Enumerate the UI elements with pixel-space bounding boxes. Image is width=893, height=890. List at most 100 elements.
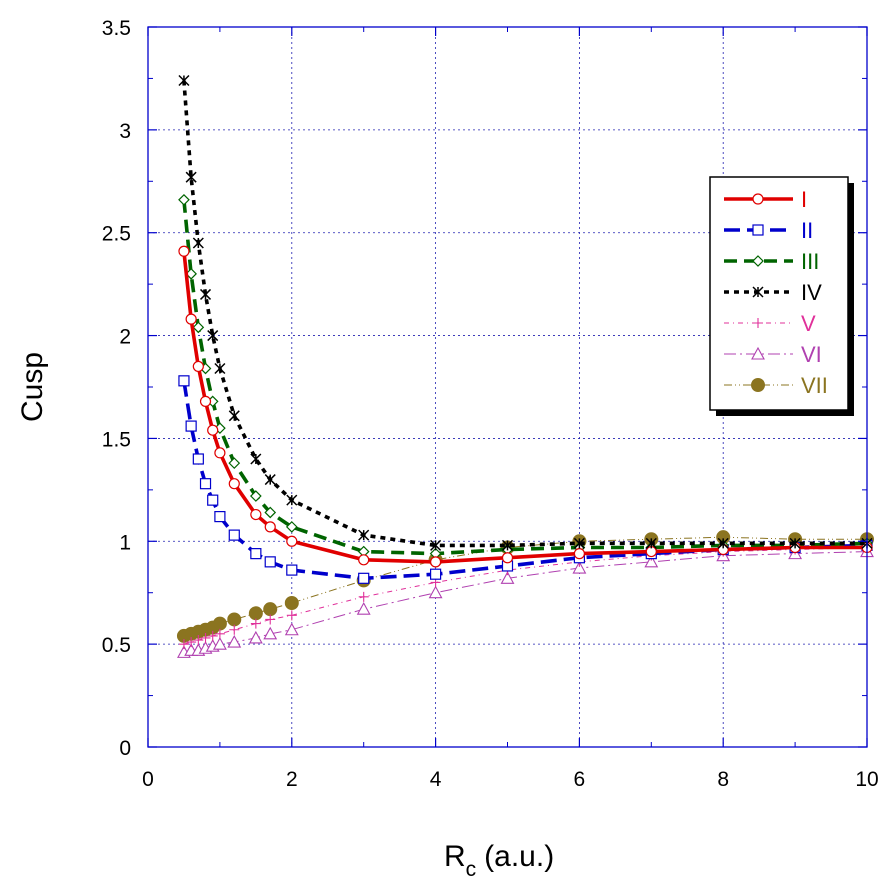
marker-triangle xyxy=(356,602,371,615)
y-tick-label: 0.5 xyxy=(102,634,131,657)
marker-diamond xyxy=(752,255,764,267)
x-tick-label: 0 xyxy=(142,768,154,791)
marker-plus xyxy=(186,637,197,648)
marker-plus xyxy=(214,628,225,639)
marker-star xyxy=(178,74,190,87)
marker-square xyxy=(199,478,212,490)
legend-entry-VII: VII xyxy=(724,373,828,398)
marker-circle xyxy=(752,193,764,205)
x-tick-label: 10 xyxy=(855,768,878,791)
legend-label: IV xyxy=(801,280,822,305)
marker-diamond xyxy=(178,193,190,206)
legend-entry-III: III xyxy=(724,249,819,274)
marker-filled-circle xyxy=(284,596,299,610)
marker-triangle xyxy=(428,585,443,599)
marker-triangle xyxy=(248,630,263,644)
legend-label: III xyxy=(801,249,819,274)
marker-star xyxy=(752,286,764,298)
marker-square xyxy=(178,375,190,387)
legend-entry-VI: VI xyxy=(724,342,822,367)
legend-label: VI xyxy=(801,342,822,367)
marker-filled-circle xyxy=(212,616,227,631)
marker-circle xyxy=(430,556,442,568)
legend-entry-I: I xyxy=(724,187,807,212)
marker-triangle xyxy=(500,571,515,584)
marker-filled-circle xyxy=(751,378,765,392)
marker-star xyxy=(286,494,298,506)
marker-circle xyxy=(178,245,190,257)
marker-triangle xyxy=(751,346,765,360)
series-layer xyxy=(176,74,874,658)
series-IV xyxy=(178,74,873,551)
marker-star xyxy=(645,537,657,549)
legend-label: VII xyxy=(801,373,828,398)
y-tick-label: 3 xyxy=(119,120,131,143)
marker-square xyxy=(207,494,219,506)
marker-plus xyxy=(358,591,369,602)
y-tick-label: 2.5 xyxy=(102,223,131,246)
marker-diamond xyxy=(192,321,205,334)
marker-circle xyxy=(185,313,197,325)
marker-triangle xyxy=(263,626,278,640)
marker-circle xyxy=(207,424,219,436)
marker-star xyxy=(207,330,219,342)
marker-diamond xyxy=(264,506,277,519)
marker-star xyxy=(430,539,442,551)
x-axis-label-units: (a.u.) xyxy=(484,840,554,873)
marker-circle xyxy=(501,552,514,564)
marker-plus xyxy=(193,635,204,646)
y-tick-label: 0 xyxy=(119,737,131,760)
marker-star xyxy=(185,171,197,183)
marker-square xyxy=(430,568,442,580)
tick-layer: 0 2 4 6 8 10 0 0.5 1 1.5 2 2.5 3 3.5 xyxy=(102,17,879,791)
x-tick-label: 8 xyxy=(717,768,729,791)
x-tick-label: 4 xyxy=(430,768,442,791)
y-tick-label: 1.5 xyxy=(102,428,131,451)
marker-filled-circle xyxy=(248,606,263,621)
marker-star xyxy=(214,362,226,375)
marker-plus xyxy=(753,318,763,328)
marker-square xyxy=(250,548,262,560)
marker-circle xyxy=(192,360,204,373)
marker-plus xyxy=(229,624,240,635)
marker-diamond xyxy=(228,457,241,469)
marker-star xyxy=(789,537,801,549)
marker-square xyxy=(228,529,240,541)
series-line xyxy=(182,80,867,548)
marker-square xyxy=(214,511,226,523)
marker-square xyxy=(358,572,370,584)
marker-square xyxy=(192,453,204,465)
legend-label: V xyxy=(801,311,816,336)
marker-square xyxy=(185,420,197,432)
marker-star xyxy=(192,237,204,249)
marker-circle xyxy=(264,521,276,533)
legend-label: II xyxy=(801,218,813,243)
series-line xyxy=(183,551,868,653)
y-tick-label: 2 xyxy=(119,326,131,349)
marker-circle xyxy=(573,548,586,560)
marker-square xyxy=(286,564,298,576)
marker-square xyxy=(752,224,764,236)
series-line xyxy=(182,251,867,564)
marker-triangle xyxy=(284,622,299,636)
x-axis-label-main: R xyxy=(444,840,466,873)
legend-entry-V: V xyxy=(724,311,816,336)
marker-plus xyxy=(178,639,189,650)
series-line xyxy=(182,199,868,556)
marker-filled-circle xyxy=(227,612,242,627)
legend-entry-IV: IV xyxy=(724,280,822,305)
marker-star xyxy=(228,410,240,422)
marker-plus xyxy=(200,632,211,643)
marker-plus xyxy=(250,618,261,629)
marker-triangle xyxy=(212,636,227,650)
marker-circle xyxy=(214,447,226,459)
marker-triangle xyxy=(227,634,242,648)
marker-circle xyxy=(228,478,240,490)
marker-filled-circle xyxy=(263,602,278,617)
y-axis-label: Cusp xyxy=(16,352,49,422)
y-tick-label: 1 xyxy=(119,531,131,554)
marker-plus xyxy=(265,614,276,625)
marker-circle xyxy=(358,554,370,566)
